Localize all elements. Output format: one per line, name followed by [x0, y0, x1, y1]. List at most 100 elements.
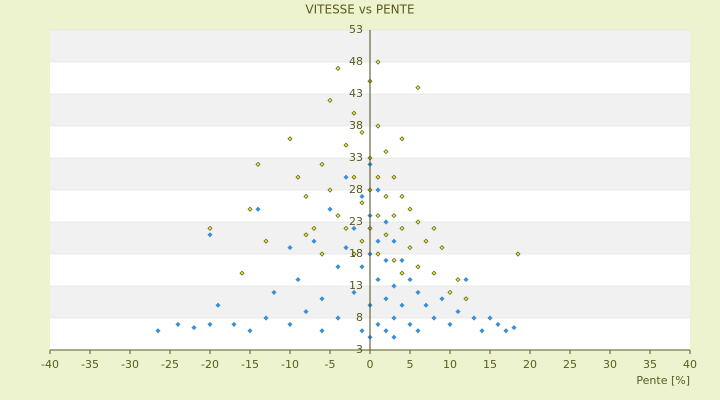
- data-point: [431, 225, 437, 231]
- data-point: [375, 213, 381, 219]
- data-point: [335, 315, 341, 321]
- data-point: [407, 321, 413, 327]
- y-tick-label: 28: [349, 183, 363, 196]
- chart-title: VITESSE vs PENTE: [305, 3, 414, 17]
- data-point: [383, 232, 389, 238]
- x-tick-label: -5: [325, 358, 336, 371]
- data-point: [351, 174, 357, 180]
- data-point: [359, 129, 365, 135]
- data-point: [263, 315, 269, 321]
- data-point: [455, 309, 461, 315]
- y-tick-label: 53: [349, 23, 363, 36]
- y-tick-label: 38: [349, 119, 363, 132]
- data-point: [479, 328, 485, 334]
- data-point: [383, 193, 389, 199]
- x-tick-label: -15: [241, 358, 259, 371]
- data-point: [431, 315, 437, 321]
- data-point: [311, 225, 317, 231]
- data-point: [439, 296, 445, 302]
- data-point: [359, 193, 365, 199]
- data-point: [375, 277, 381, 283]
- x-tick-label: 40: [683, 358, 697, 371]
- data-point: [439, 245, 445, 251]
- data-point: [487, 315, 493, 321]
- x-tick-label: 35: [643, 358, 657, 371]
- x-tick-label: -25: [161, 358, 179, 371]
- data-point: [391, 238, 397, 244]
- data-point: [415, 219, 421, 225]
- data-point: [319, 161, 325, 167]
- data-point: [335, 264, 341, 270]
- data-point: [319, 251, 325, 257]
- data-point: [351, 289, 357, 295]
- data-point: [407, 277, 413, 283]
- y-tick-label: 8: [356, 311, 363, 324]
- data-point: [207, 232, 213, 238]
- data-point: [255, 161, 261, 167]
- y-tick-label: 3: [356, 343, 363, 356]
- data-point: [327, 206, 333, 212]
- data-point: [383, 149, 389, 155]
- data-point: [207, 321, 213, 327]
- x-tick-label: -30: [121, 358, 139, 371]
- data-point: [375, 123, 381, 129]
- data-point: [351, 110, 357, 116]
- data-point: [359, 328, 365, 334]
- data-point: [263, 238, 269, 244]
- y-tick-label: 18: [349, 247, 363, 260]
- x-tick-label: -10: [281, 358, 299, 371]
- data-point: [351, 251, 357, 257]
- data-point: [415, 85, 421, 91]
- data-point: [319, 328, 325, 334]
- data-point: [247, 206, 253, 212]
- data-point: [447, 289, 453, 295]
- data-point: [207, 225, 213, 231]
- data-point: [287, 321, 293, 327]
- data-point: [343, 245, 349, 251]
- data-point: [407, 206, 413, 212]
- data-point: [383, 219, 389, 225]
- data-point: [303, 232, 309, 238]
- data-point: [287, 245, 293, 251]
- data-point: [447, 321, 453, 327]
- data-point: [375, 238, 381, 244]
- data-point: [359, 200, 365, 206]
- y-tick-label: 48: [349, 55, 363, 68]
- data-point: [431, 270, 437, 276]
- data-point: [423, 238, 429, 244]
- data-point: [343, 142, 349, 148]
- x-tick-label: 20: [523, 358, 537, 371]
- data-point: [375, 59, 381, 65]
- x-tick-label: 25: [563, 358, 577, 371]
- data-point: [515, 251, 521, 257]
- data-point: [247, 328, 253, 334]
- data-point: [271, 289, 277, 295]
- y-tick-label: 23: [349, 215, 363, 228]
- data-point: [191, 325, 197, 331]
- data-point: [343, 225, 349, 231]
- data-point: [215, 302, 221, 308]
- data-point: [327, 187, 333, 193]
- data-point: [383, 328, 389, 334]
- data-point: [463, 277, 469, 283]
- data-point: [239, 270, 245, 276]
- data-point: [399, 225, 405, 231]
- data-point: [415, 264, 421, 270]
- data-point: [359, 238, 365, 244]
- data-point: [383, 257, 389, 263]
- data-point: [399, 270, 405, 276]
- data-point: [407, 245, 413, 251]
- data-point: [175, 321, 181, 327]
- data-point: [155, 328, 161, 334]
- data-point: [391, 213, 397, 219]
- x-tick-label: 0: [367, 358, 374, 371]
- data-point: [335, 65, 341, 71]
- data-point: [231, 321, 237, 327]
- data-point: [399, 257, 405, 263]
- data-point: [359, 264, 365, 270]
- x-tick-label: 5: [407, 358, 414, 371]
- x-tick-label: -40: [41, 358, 59, 371]
- x-tick-label: 10: [443, 358, 457, 371]
- data-point: [303, 193, 309, 199]
